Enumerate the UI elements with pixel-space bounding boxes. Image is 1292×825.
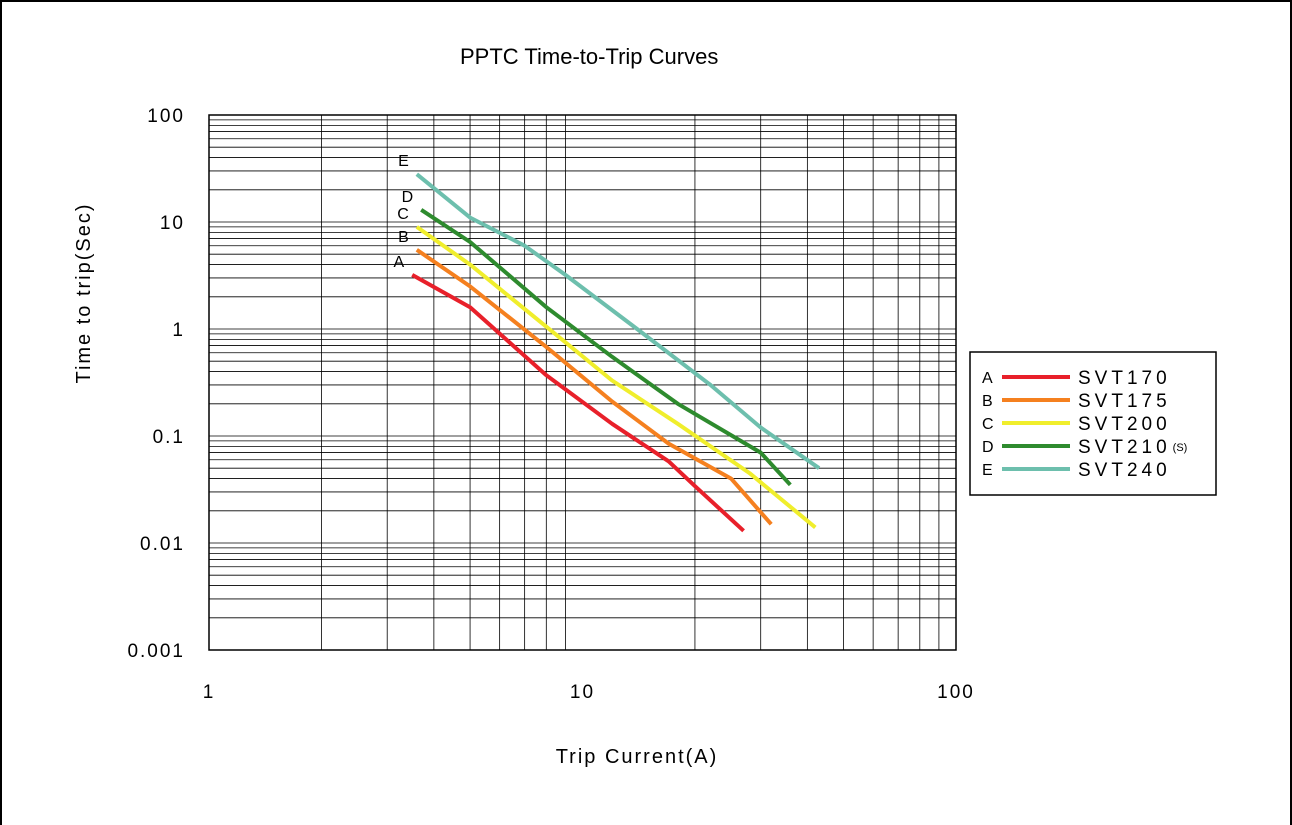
legend-label-suffix: (S)	[1173, 442, 1188, 454]
curve-label-b: B	[398, 229, 409, 246]
x-tick-label: 100	[937, 682, 975, 703]
y-tick-label: 0.001	[127, 641, 185, 662]
chart-title: PPTC Time-to-Trip Curves	[460, 44, 719, 69]
curve-label-e: E	[398, 153, 409, 170]
x-tick-label: 1	[203, 682, 216, 703]
y-axis-label: Time to trip(Sec)	[73, 202, 95, 383]
y-tick-label: 0.1	[153, 427, 185, 448]
series-line-b	[415, 248, 773, 526]
y-tick-label: 1	[172, 320, 185, 341]
legend-label-e: SVT240	[1078, 460, 1171, 481]
x-axis-label: Trip Current(A)	[556, 746, 719, 768]
series-line-a	[411, 273, 745, 533]
series-line-e	[415, 172, 821, 470]
series-lines	[411, 172, 821, 533]
legend-key-e: E	[982, 462, 993, 479]
series-line-d	[420, 208, 792, 487]
y-tick-label: 0.01	[140, 534, 185, 555]
plot-area-border	[208, 114, 957, 651]
legend-label-d: SVT210 (S)	[1078, 437, 1187, 458]
legend-key-c: C	[982, 416, 994, 433]
legend-label-a: SVT170	[1078, 368, 1171, 389]
y-tick-label: 100	[147, 106, 185, 127]
legend-label-c: SVT200	[1078, 414, 1171, 435]
legend: A SVT170 B SVT175 C SVT200 D SVT210 (S) E SVT240	[969, 351, 1217, 496]
curve-label-d: D	[402, 189, 414, 206]
series-line-c	[415, 225, 817, 529]
x-tick-label: 10	[570, 682, 595, 703]
legend-key-b: B	[982, 393, 993, 410]
legend-label-b: SVT175	[1078, 391, 1171, 412]
legend-key-d: D	[982, 439, 994, 456]
curve-label-c: C	[397, 206, 409, 223]
grid-lines	[209, 115, 956, 651]
curve-label-a: A	[394, 254, 405, 271]
y-tick-labels: 0.001 0.01 0.1 1 10 100	[127, 106, 185, 662]
x-tick-labels: 1 10 100	[203, 682, 975, 703]
y-tick-label: 10	[160, 213, 185, 234]
legend-key-a: A	[982, 370, 993, 387]
